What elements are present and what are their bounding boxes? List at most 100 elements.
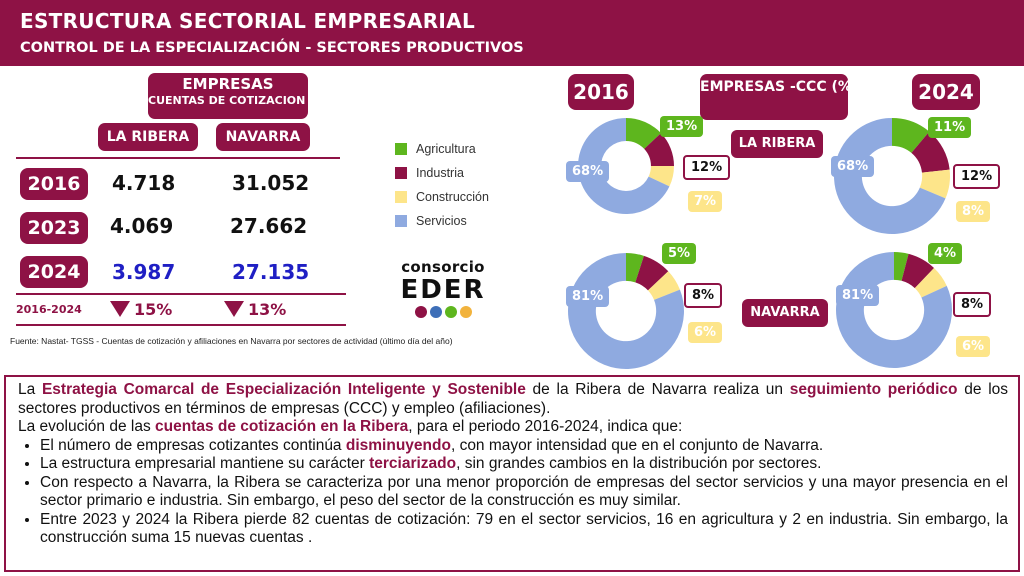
summary-bullet-list: El número de empresas cotizantes continú…	[40, 437, 1008, 548]
change-ribera: 15%	[110, 300, 172, 319]
legend-swatch	[395, 191, 407, 203]
donut-slice-industria	[644, 133, 674, 166]
donut-slice-industria	[911, 131, 950, 173]
change-navarra: 13%	[224, 300, 286, 319]
pct-label-servicios: 81%	[566, 286, 610, 307]
summary-paragraph: La Estrategia Comarcal de Especializació…	[18, 381, 1008, 418]
legend-label: Construcción	[416, 190, 489, 204]
logo-dots	[398, 306, 488, 318]
value-navarra: 27.662	[230, 214, 308, 238]
down-triangle-icon	[110, 301, 130, 317]
divider	[16, 293, 346, 295]
value-ribera: 3.987	[112, 260, 176, 284]
pct-label-industria: 12%	[953, 164, 1001, 189]
table-title-line2: CUENTAS DE COTIZACION (CCC)	[148, 94, 344, 107]
change-navarra-value: 13%	[248, 300, 287, 319]
highlighted-text: Estrategia Comarcal de Especialización I…	[41, 381, 526, 398]
region-label-navarra: NAVARRA	[742, 299, 828, 327]
text-run: La	[18, 381, 42, 398]
summary-bullet: El número de empresas cotizantes continú…	[40, 437, 1008, 456]
value-navarra: 31.052	[232, 171, 310, 195]
summary-bullet: Entre 2023 y 2024 la Ribera pierde 82 cu…	[40, 511, 1008, 548]
summary-text: La Estrategia Comarcal de Especializació…	[18, 381, 1008, 548]
donut-slice-servicios	[836, 252, 952, 368]
donut-slice-servicios	[834, 118, 946, 234]
year-label-left: 2016	[568, 74, 634, 110]
legend-swatch	[395, 143, 407, 155]
table-title: EMPRESAS CUENTAS DE COTIZACION (CCC)	[148, 73, 344, 119]
text-run: de los sectores productivos en términos …	[18, 381, 1009, 417]
text-run: , con mayor intensidad que en el conjunt…	[450, 436, 824, 454]
logo-dot-icon	[444, 306, 457, 318]
pct-label-industria: 12%	[683, 155, 731, 180]
donut-slice-agricultura	[626, 118, 661, 149]
pct-label-industria: 8%	[684, 283, 723, 308]
logo-line2: EDER	[400, 275, 486, 305]
pct-label-construccion: 6%	[956, 336, 991, 357]
page-subtitle: CONTROL DE LA ESPECIALIZACIÓN - SECTORES…	[20, 40, 524, 56]
donut-slice-servicios	[568, 253, 684, 369]
donut-slice-servicios	[578, 118, 670, 214]
text-run: , sin grandes cambios en la distribución…	[456, 455, 822, 472]
pct-label-servicios: 68%	[831, 156, 875, 177]
text-run: La evolución de las	[18, 418, 156, 435]
year-label: 2023	[20, 212, 88, 244]
table-title-line1: EMPRESAS	[182, 75, 274, 93]
pct-label-agricultura: 5%	[662, 243, 697, 264]
summary-paragraph: La evolución de las cuentas de cotizació…	[18, 418, 1008, 437]
donut-chart-ribera-2016	[578, 118, 674, 214]
column-header-ribera: LA RIBERA	[98, 123, 198, 151]
text-run: Entre 2023 y 2024 la Ribera pierde 82 cu…	[40, 510, 1008, 547]
page-title: ESTRUCTURA SECTORIAL EMPRESARIAL	[20, 9, 475, 33]
logo-dot-icon	[429, 306, 442, 318]
pct-label-agricultura: 13%	[660, 116, 704, 137]
column-header-navarra: NAVARRA	[216, 123, 310, 151]
donut-slice-agricultura	[892, 118, 930, 153]
eder-logo: consorcio EDER	[398, 258, 488, 318]
legend-swatch	[395, 215, 407, 227]
legend-label: Servicios	[416, 214, 467, 228]
text-run: Con respecto a Navarra, la Ribera se car…	[40, 473, 1008, 510]
pct-label-construccion: 6%	[688, 322, 723, 343]
text-run: La estructura empresarial mantiene su ca…	[40, 455, 370, 472]
donut-slice-agricultura	[626, 253, 644, 283]
summary-box: La Estrategia Comarcal de Especializació…	[4, 375, 1020, 572]
donut-slice-construccion	[648, 166, 674, 187]
donut-slice-agricultura	[894, 252, 909, 281]
highlighted-text: cuentas de cotización en la Ribera	[155, 418, 409, 435]
legend-label: Industria	[416, 166, 464, 180]
region-label-ribera: LA RIBERA	[731, 130, 823, 158]
donut-chart-navarra-2016	[568, 253, 684, 369]
donut-slice-construccion	[914, 268, 947, 298]
pct-label-construccion: 7%	[688, 191, 723, 212]
pct-label-construccion: 8%	[956, 201, 991, 222]
donut-slice-industria	[635, 255, 669, 291]
logo-dot-icon	[414, 306, 427, 318]
legend-item: Agricultura	[395, 137, 489, 161]
value-navarra: 27.135	[232, 260, 310, 284]
change-ribera-value: 15%	[134, 300, 173, 319]
highlighted-text: terciarizado	[369, 455, 457, 472]
pct-label-servicios: 81%	[836, 285, 880, 306]
text-run: , para el periodo 2016-2024, indica que:	[408, 418, 683, 435]
year-label: 2016	[20, 168, 88, 200]
summary-bullet: La estructura empresarial mantiene su ca…	[40, 455, 1008, 474]
highlighted-text: seguimiento periódico	[789, 381, 958, 398]
logo-dot-icon	[459, 306, 472, 318]
donut-chart-ribera-2024	[834, 118, 950, 234]
divider	[16, 157, 340, 159]
legend-item: Construcción	[395, 185, 489, 209]
value-ribera: 4.069	[110, 214, 174, 238]
header-banner: ESTRUCTURA SECTORIAL EMPRESARIAL CONTROL…	[0, 0, 1024, 66]
change-period-label: 2016-2024	[16, 303, 82, 316]
summary-bullet: Con respecto a Navarra, la Ribera se car…	[40, 474, 1008, 511]
year-label-right: 2024	[912, 74, 980, 110]
donut-slice-construccion	[919, 169, 950, 199]
text-run: El número de empresas cotizantes continú…	[40, 436, 346, 454]
legend-item: Servicios	[395, 209, 489, 233]
value-ribera: 4.718	[112, 171, 176, 195]
source-note: Fuente: Nastat- TGSS - Cuentas de cotiza…	[10, 336, 453, 346]
highlighted-text: disminuyendo	[345, 436, 451, 454]
donut-slice-construccion	[647, 271, 680, 300]
logo-line1: consorcio	[401, 258, 485, 276]
